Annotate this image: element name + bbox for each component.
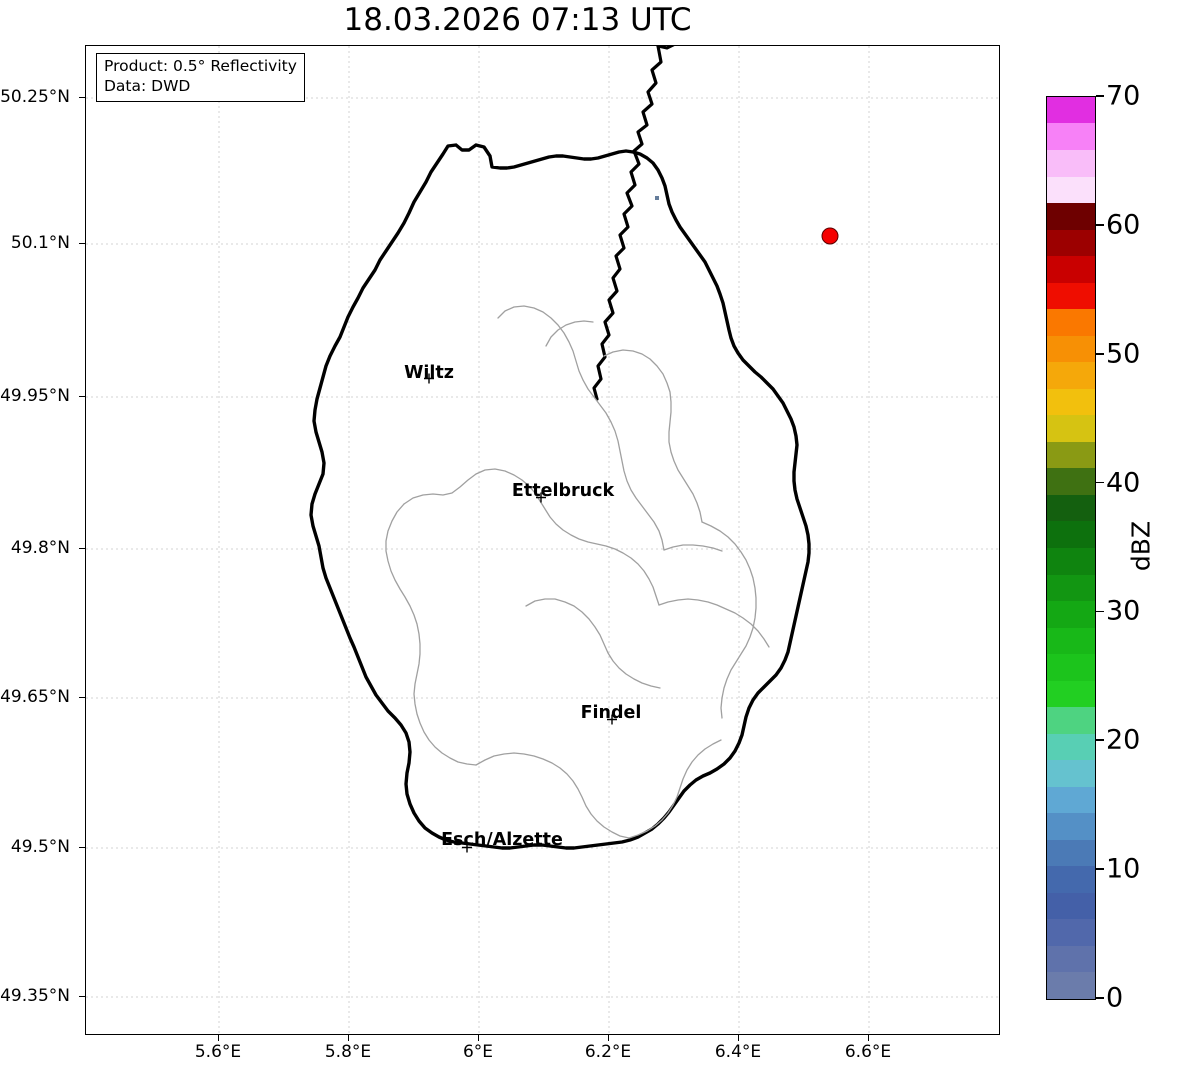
- data-source-line: Data: DWD: [104, 76, 191, 95]
- colorbar-band: [1047, 892, 1095, 920]
- colorbar-tick-mark: [1096, 95, 1104, 97]
- y-axis-tick-label: 49.5°N: [10, 837, 70, 857]
- colorbar-band: [1047, 707, 1095, 734]
- colorbar-band: [1047, 123, 1095, 150]
- colorbar-band: [1047, 335, 1095, 363]
- colorbar-band: [1047, 176, 1095, 204]
- colorbar-tick-mark: [1096, 481, 1104, 484]
- colorbar-tick-mark: [1096, 610, 1104, 613]
- city-label: Findel: [580, 703, 642, 723]
- colorbar-band: [1047, 919, 1095, 946]
- x-axis-tick-label: 6.4°E: [714, 1042, 762, 1062]
- y-axis-tick-mark: [79, 697, 85, 699]
- city-marker-icon: [536, 492, 547, 506]
- colorbar-tick-label: 0: [1106, 982, 1124, 1014]
- colorbar-tick-label: 60: [1106, 209, 1141, 241]
- y-axis-tick-mark: [79, 548, 85, 550]
- y-axis-tick-label: 49.65°N: [0, 687, 70, 707]
- colorbar-band: [1047, 362, 1095, 389]
- x-axis-tick-mark: [348, 1035, 350, 1041]
- product-info-box: Product: 0.5° Reflectivity Data: DWD: [96, 53, 305, 102]
- colorbar-tick-label: 10: [1106, 853, 1141, 885]
- y-axis-tick-mark: [79, 243, 85, 245]
- colorbar-band: [1047, 839, 1095, 867]
- y-axis-tick-label: 49.8°N: [10, 538, 70, 558]
- city-marker-icon: [424, 373, 435, 387]
- x-axis-tick-mark: [868, 1035, 870, 1041]
- radar-echo: [655, 196, 659, 200]
- gridlines: [86, 46, 999, 1034]
- colorbar-tick-mark: [1096, 997, 1104, 999]
- map-graphics: [86, 46, 999, 1034]
- colorbar-band: [1047, 229, 1095, 257]
- luxembourg-district-borders: [385, 305, 770, 839]
- colorbar-tick-label: 40: [1106, 467, 1141, 499]
- colorbar-band: [1047, 203, 1095, 230]
- colorbar-band: [1047, 786, 1095, 814]
- colorbar-band: [1047, 866, 1095, 893]
- colorbar-tick-mark: [1096, 352, 1104, 355]
- colorbar-band: [1047, 945, 1095, 973]
- colorbar-tick-mark: [1096, 739, 1104, 742]
- y-axis-tick-label: 50.25°N: [0, 87, 70, 107]
- x-axis-tick-label: 6°E: [462, 1042, 494, 1062]
- colorbar-band: [1047, 627, 1095, 655]
- colorbar-band: [1047, 813, 1095, 840]
- colorbar-tick-label: 70: [1106, 80, 1141, 112]
- city-marker-icon: [607, 714, 618, 728]
- y-axis-tick-mark: [79, 97, 85, 99]
- colorbar-band: [1047, 309, 1095, 336]
- colorbar-band: [1047, 521, 1095, 548]
- colorbar-band: [1047, 96, 1095, 124]
- colorbar-tick-label: 50: [1106, 338, 1141, 370]
- colorbar-band: [1047, 441, 1095, 469]
- x-axis-tick-mark: [738, 1035, 740, 1041]
- colorbar-band: [1047, 415, 1095, 442]
- colorbar-axis-label: dBZ: [1126, 520, 1156, 572]
- colorbar-tick-label: 30: [1106, 595, 1141, 627]
- y-axis-tick-label: 49.35°N: [0, 986, 70, 1006]
- neighbour-country-borders: [592, 46, 675, 401]
- y-axis-tick-label: 49.95°N: [0, 386, 70, 406]
- x-axis-tick-mark: [478, 1035, 480, 1041]
- x-axis-tick-label: 6.6°E: [844, 1042, 892, 1062]
- colorbar-band: [1047, 282, 1095, 310]
- city-label: Esch/Alzette: [441, 830, 563, 850]
- city-label: Wiltz: [404, 363, 454, 383]
- y-axis-tick-mark: [79, 847, 85, 849]
- colorbar-band: [1047, 574, 1095, 602]
- colorbar-band: [1047, 547, 1095, 575]
- colorbar-tick-mark: [1096, 224, 1104, 226]
- colorbar-bands: [1047, 96, 1095, 999]
- colorbar-band: [1047, 601, 1095, 628]
- x-axis-tick-label: 6.2°E: [584, 1042, 632, 1062]
- city-label: Ettelbruck: [511, 481, 615, 501]
- colorbar-band: [1047, 468, 1095, 495]
- colorbar-band: [1047, 760, 1095, 787]
- colorbar-band: [1047, 256, 1095, 283]
- radar-echo: [821, 227, 839, 245]
- city-marker-icon: [462, 842, 473, 856]
- colorbar-tick-label: 20: [1106, 724, 1141, 756]
- colorbar-band: [1047, 654, 1095, 681]
- page-title: 18.03.2026 07:13 UTC: [343, 2, 692, 38]
- x-axis-tick-mark: [608, 1035, 610, 1041]
- map-plot-area[interactable]: Product: 0.5° Reflectivity Data: DWD: [85, 45, 1000, 1035]
- x-axis-tick-mark: [218, 1035, 220, 1041]
- colorbar[interactable]: [1046, 96, 1096, 1000]
- colorbar-band: [1047, 388, 1095, 416]
- colorbar-band: [1047, 680, 1095, 708]
- y-axis-tick-label: 50.1°N: [10, 233, 70, 253]
- colorbar-tick-mark: [1096, 868, 1104, 870]
- y-axis-tick-mark: [79, 396, 85, 398]
- x-axis-tick-label: 5.8°E: [324, 1042, 372, 1062]
- colorbar-band: [1047, 494, 1095, 522]
- colorbar-band: [1047, 972, 1095, 999]
- colorbar-band: [1047, 150, 1095, 177]
- colorbar-band: [1047, 733, 1095, 761]
- product-line: Product: 0.5° Reflectivity: [104, 57, 297, 75]
- y-axis-tick-mark: [79, 996, 85, 998]
- x-axis-tick-label: 5.6°E: [194, 1042, 242, 1062]
